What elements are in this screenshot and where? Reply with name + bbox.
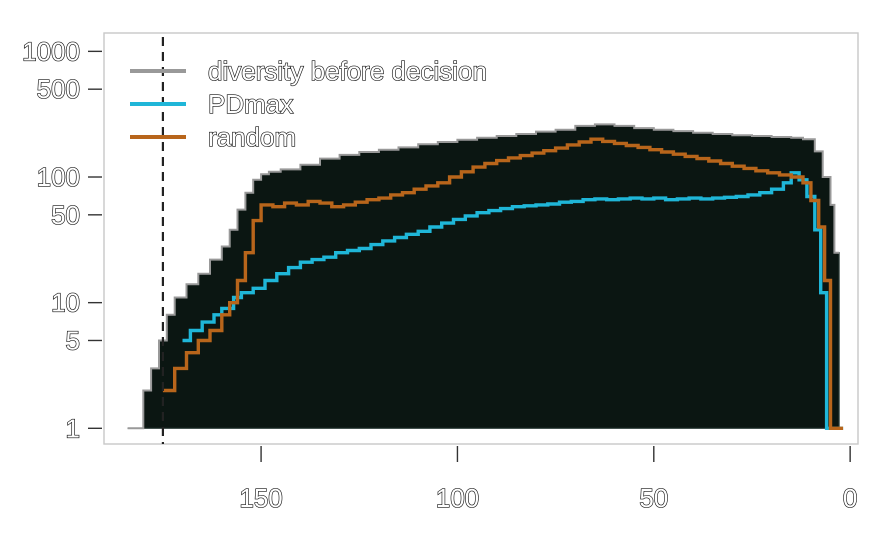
y-tick-label: 500 — [37, 74, 80, 104]
legend-label-random: random — [208, 122, 296, 152]
y-tick-label: 1 — [66, 413, 80, 443]
y-tick-label: 10 — [51, 288, 80, 318]
series-fill-layer — [127, 123, 840, 429]
x-tick-label: 0 — [843, 483, 857, 513]
plot-frame — [103, 32, 859, 445]
series-line-pdmax — [182, 171, 844, 430]
series-line-diversity-before-decision — [127, 123, 840, 430]
y-tick-label: 1000 — [22, 36, 80, 66]
legend-label-diversity-before-decision: diversity before decision — [208, 56, 487, 86]
series-fill-diversity — [127, 123, 840, 429]
series-layer — [127, 123, 844, 430]
x-tick-label: 50 — [639, 483, 668, 513]
y-tick-label: 5 — [66, 325, 80, 355]
legend-label-pdmax: PDmax — [208, 89, 293, 119]
y-tick-label: 50 — [51, 200, 80, 230]
x-tick-label: 100 — [436, 483, 479, 513]
x-tick-label: 150 — [239, 483, 282, 513]
series-line-random — [162, 137, 844, 430]
y-tick-label: 100 — [37, 162, 80, 192]
